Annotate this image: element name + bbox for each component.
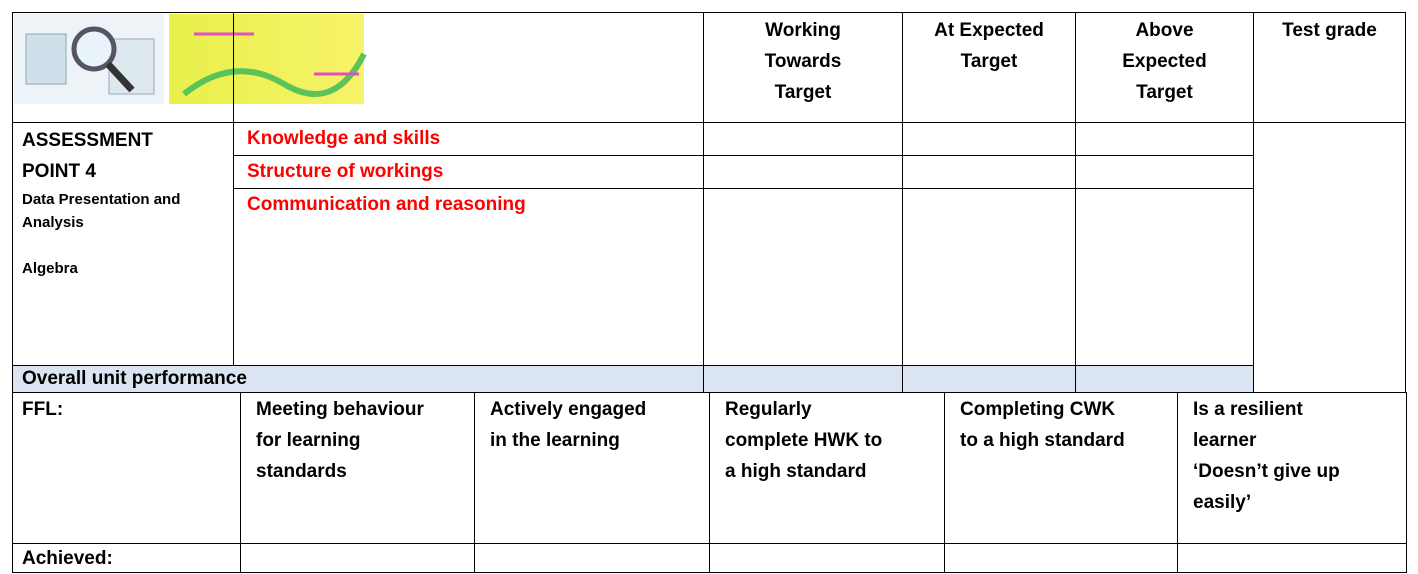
column-header: Above Expected Target — [1122, 20, 1207, 103]
header-images — [14, 14, 367, 104]
table-cell — [902, 122, 1076, 156]
ffl-label: FFL: — [22, 399, 64, 420]
ffl-item: Meeting behaviour for learning standards — [256, 399, 424, 482]
ffl-item: Actively engaged in the learning — [490, 399, 647, 451]
ffl-item: Regularly complete HWK to a high standar… — [725, 399, 883, 482]
ffl-item: Is a resilient learner — [1193, 399, 1303, 451]
table-cell — [944, 543, 1178, 573]
table-cell — [703, 155, 903, 189]
table-cell — [703, 188, 903, 366]
criterion: Structure of workings — [247, 161, 444, 182]
assessment-title: ASSESSMENT POINT 4 — [22, 130, 153, 182]
table-cell — [902, 188, 1076, 366]
ffl-item: ‘Doesn’t give up easily’ — [1193, 461, 1340, 513]
column-header: Working Towards Target — [764, 20, 842, 103]
column-header: Test grade — [1282, 20, 1377, 41]
table-cell — [1177, 543, 1407, 573]
table-cell — [12, 12, 234, 123]
table-cell — [240, 543, 475, 573]
table-cell — [1075, 122, 1254, 156]
ffl-item: Completing CWK to a high standard — [960, 399, 1125, 451]
overall-label: Overall unit performance — [22, 368, 247, 389]
overall-cell — [902, 365, 1076, 393]
criterion: Knowledge and skills — [247, 128, 441, 149]
achieved-label: Achieved: — [22, 548, 113, 569]
overall-cell — [703, 365, 903, 393]
topic: Data Presentation and Analysis — [22, 191, 181, 231]
table-cell — [902, 155, 1076, 189]
test-grade-cell — [1253, 122, 1406, 393]
overall-cell — [12, 365, 704, 393]
table-cell — [1075, 155, 1254, 189]
topic: Algebra — [22, 260, 78, 277]
table-cell — [233, 12, 704, 123]
table-cell — [1075, 188, 1254, 366]
criterion: Communication and reasoning — [247, 194, 526, 215]
overall-cell — [1075, 365, 1254, 393]
table-cell — [709, 543, 945, 573]
column-header: At Expected Target — [934, 20, 1044, 72]
table-cell — [474, 543, 710, 573]
table-cell — [703, 122, 903, 156]
